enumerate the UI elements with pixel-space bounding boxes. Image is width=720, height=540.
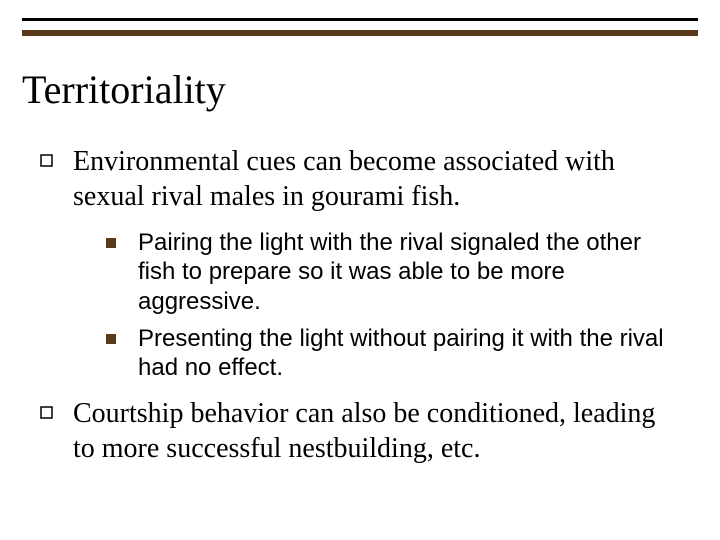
slide: Territoriality Environmental cues can be… [0, 0, 720, 540]
open-square-bullet-icon [40, 154, 53, 167]
list-item: Presenting the light without pairing it … [106, 324, 680, 383]
list-item: Pairing the light with the rival signale… [106, 228, 680, 316]
sub-list: Pairing the light with the rival signale… [106, 228, 680, 382]
list-item-text: Environmental cues can become associated… [73, 144, 680, 214]
list-item: Courtship behavior can also be condition… [40, 396, 680, 466]
divider-accent [22, 30, 698, 36]
list-item-text: Pairing the light with the rival signale… [138, 228, 680, 316]
list-item: Environmental cues can become associated… [40, 144, 680, 214]
divider-top [22, 18, 698, 21]
list-item-text: Courtship behavior can also be condition… [73, 396, 680, 466]
filled-square-bullet-icon [106, 238, 116, 248]
filled-square-bullet-icon [106, 334, 116, 344]
slide-title: Territoriality [22, 66, 226, 113]
open-square-bullet-icon [40, 406, 53, 419]
list-item-text: Presenting the light without pairing it … [138, 324, 680, 383]
slide-body: Environmental cues can become associated… [40, 144, 680, 480]
